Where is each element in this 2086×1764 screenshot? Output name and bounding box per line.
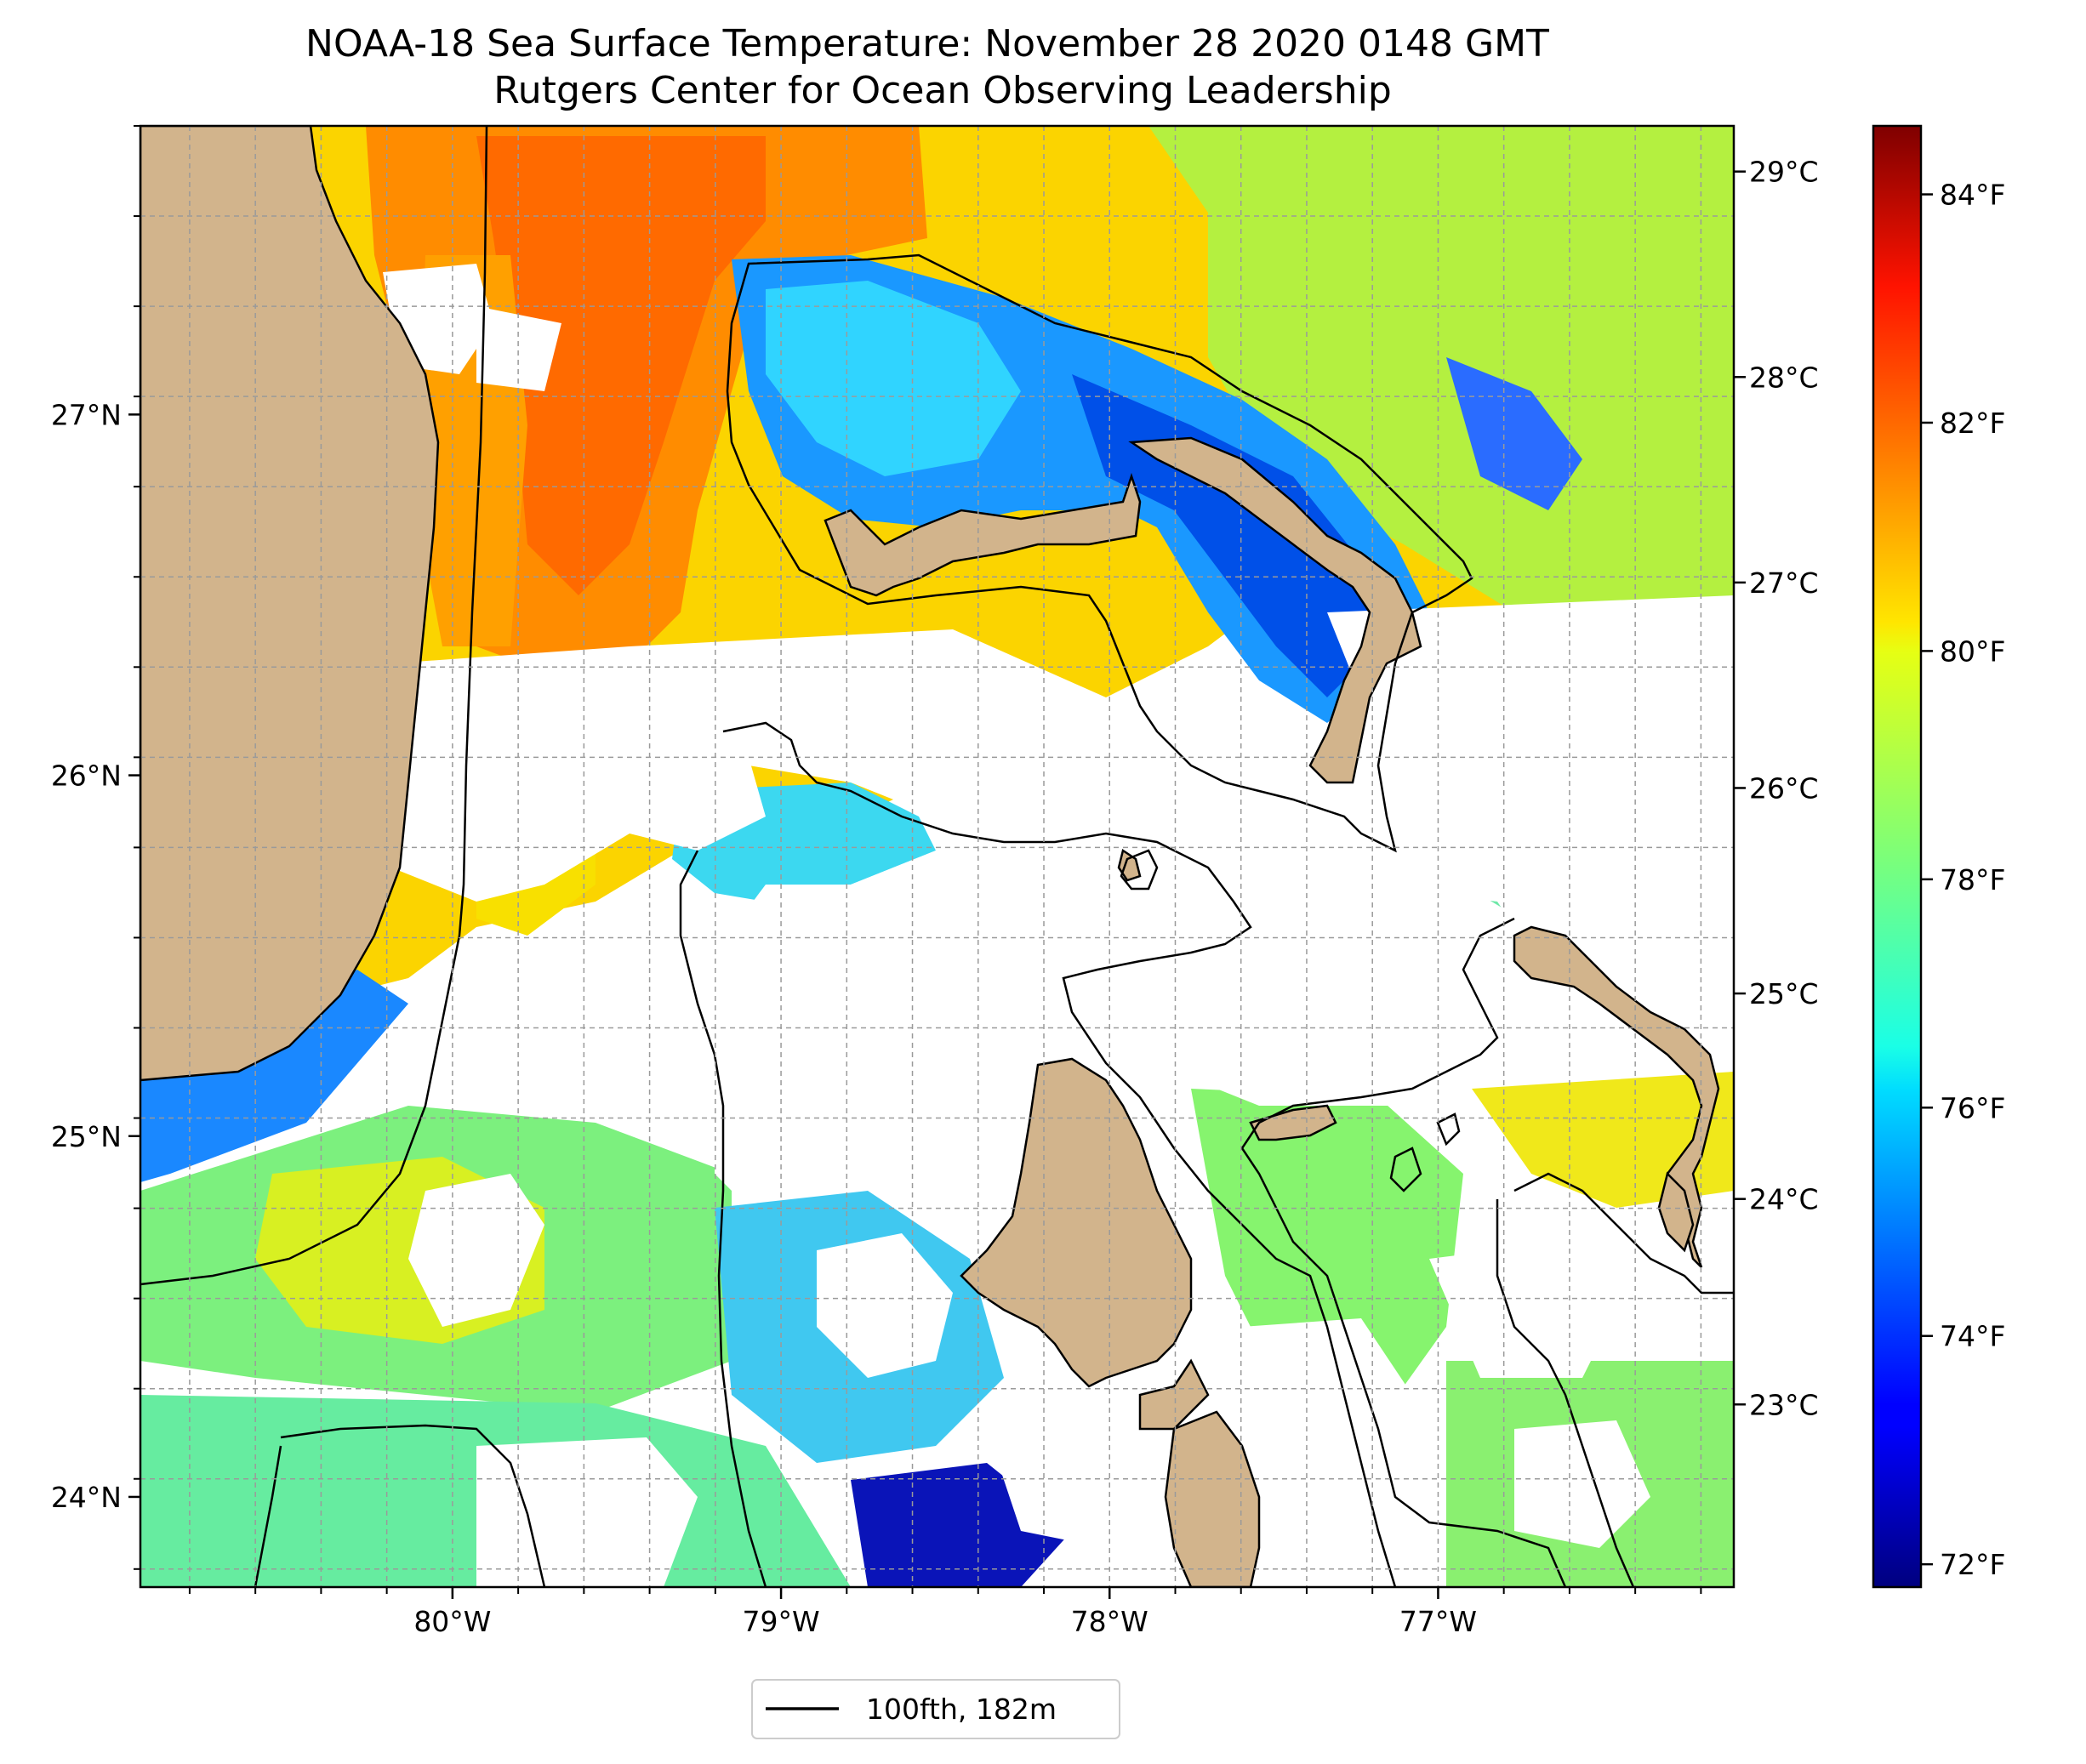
celsius-tick-label: 29°C	[1749, 156, 1819, 189]
sst-east-patch	[1446, 357, 1582, 510]
sst-northeast-green	[1148, 126, 1734, 612]
chart-title: NOAA-18 Sea Surface Temperature: Novembe…	[305, 22, 1549, 65]
legend-box	[751, 1679, 1120, 1739]
colorbar	[1872, 124, 1923, 1589]
chart-subtitle: Rutgers Center for Ocean Observing Leade…	[493, 69, 1392, 112]
land-abaco	[1128, 436, 1422, 784]
gridlines	[140, 126, 1734, 1587]
legend: 100fth, 182m	[751, 1679, 1120, 1739]
fahrenheit-tick-label: 74°F	[1940, 1320, 2005, 1353]
longitude-ticks: 80°W 79°W 78°W 77°W	[188, 1587, 1702, 1638]
lat-tick-label: 27°N	[51, 398, 122, 431]
fahrenheit-tick-label: 78°F	[1940, 863, 2005, 896]
sst-central-green	[1191, 1089, 1463, 1446]
lat-tick-label: 26°N	[51, 760, 122, 793]
lon-tick-label: 80°W	[413, 1605, 491, 1638]
land-andros-south	[1138, 1358, 1210, 1431]
lon-tick-label: 79°W	[742, 1605, 819, 1638]
fahrenheit-tick-label: 72°F	[1940, 1548, 2005, 1581]
celsius-tick-label: 27°C	[1749, 566, 1819, 600]
map-panel	[140, 126, 1734, 1587]
land-grand-bahama	[824, 473, 1142, 597]
latitude-ticks: 27°N 26°N 25°N 24°N	[51, 125, 140, 1570]
legend-label: 100fth, 182m	[866, 1693, 1057, 1726]
lon-tick-label: 78°W	[1071, 1605, 1148, 1638]
lat-tick-label: 24°N	[51, 1481, 122, 1514]
land-florida	[140, 126, 440, 1082]
sst-florida-coast-blue	[140, 970, 408, 1182]
sst-bank-cyan	[766, 281, 1021, 476]
celsius-tick-label: 25°C	[1749, 977, 1819, 1010]
fahrenheit-tick-label: 80°F	[1940, 634, 2005, 668]
fahrenheit-tick-label: 76°F	[1940, 1091, 2005, 1124]
land-new-providence	[1249, 1104, 1337, 1141]
celsius-tick-label: 23°C	[1749, 1388, 1819, 1421]
celsius-axis: 29°C 28°C 27°C 26°C 25°C 24°C 23°C	[1734, 156, 1819, 1421]
celsius-tick-label: 26°C	[1749, 771, 1819, 805]
isobath-100fth	[140, 126, 1734, 1587]
fahrenheit-tick-label: 84°F	[1940, 179, 2005, 212]
land-andros	[960, 1057, 1193, 1388]
lon-tick-label: 77°W	[1399, 1605, 1477, 1638]
sst-bank-deep	[1072, 374, 1378, 697]
celsius-tick-label: 28°C	[1749, 361, 1819, 394]
map-frame	[139, 124, 1735, 1589]
fahrenheit-axis: 84°F 82°F 80°F 78°F 76°F 74°F 72°F	[1921, 179, 2005, 1581]
celsius-tick-label: 24°C	[1749, 1183, 1819, 1216]
sst-gulfstream-core	[476, 136, 766, 595]
fahrenheit-tick-label: 82°F	[1940, 407, 2005, 440]
lat-tick-label: 25°N	[51, 1120, 122, 1153]
land-south-andros	[1164, 1410, 1261, 1587]
land	[140, 126, 1720, 1587]
